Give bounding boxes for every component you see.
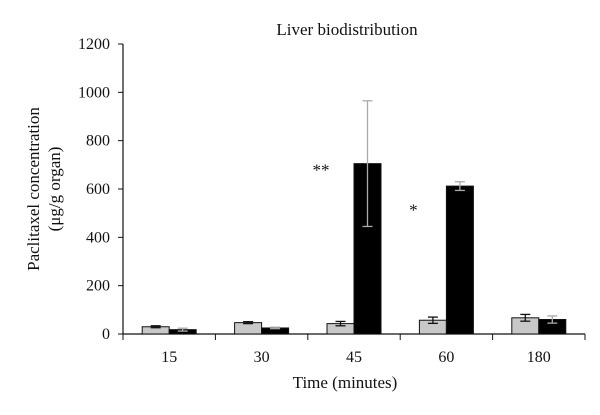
y-axis-title-line2: (μg/g organ) <box>45 147 64 232</box>
x-tick-label: 45 <box>346 349 362 366</box>
y-axis-ticks: 0 200 400 600 800 1000 1200 <box>78 36 123 343</box>
error-bar-series-1 <box>150 325 161 329</box>
error-bar-series-2 <box>270 326 281 330</box>
error-bar-series-2 <box>547 315 558 324</box>
bars <box>141 163 567 335</box>
significance-annotation: ** <box>313 161 330 180</box>
y-tick-label: 1200 <box>78 36 110 53</box>
error-bar-series-1 <box>243 321 254 325</box>
x-axis-ticks: 15 30 45 60 180 <box>122 334 586 366</box>
y-axis-title-line1: Paclitaxel concentration <box>24 107 43 271</box>
x-tick-label: 60 <box>438 349 454 366</box>
error-bar-series-1 <box>427 316 438 325</box>
x-axis-title: Time (minutes) <box>293 373 398 392</box>
y-tick-label: 600 <box>86 181 110 198</box>
error-bars <box>150 100 558 332</box>
annotations: *** <box>313 161 418 220</box>
significance-annotation: * <box>409 201 418 220</box>
bar-series-2 <box>445 185 474 335</box>
error-bar-series-1 <box>335 320 346 327</box>
y-tick-label: 800 <box>86 133 110 150</box>
error-bar-series-2 <box>454 181 465 192</box>
bar-series-1 <box>234 322 263 335</box>
x-tick-label: 15 <box>161 349 177 366</box>
error-bar-series-2 <box>362 100 373 228</box>
y-tick-label: 0 <box>102 326 110 343</box>
y-tick-label: 1000 <box>78 84 110 101</box>
y-tick-label: 200 <box>86 278 110 295</box>
error-bar-series-1 <box>520 313 531 322</box>
error-bar-series-2 <box>177 327 188 332</box>
chart-title: Liver biodistribution <box>276 20 418 39</box>
y-tick-label: 400 <box>86 229 110 246</box>
x-tick-label: 30 <box>254 349 270 366</box>
x-tick-label: 180 <box>527 349 551 366</box>
